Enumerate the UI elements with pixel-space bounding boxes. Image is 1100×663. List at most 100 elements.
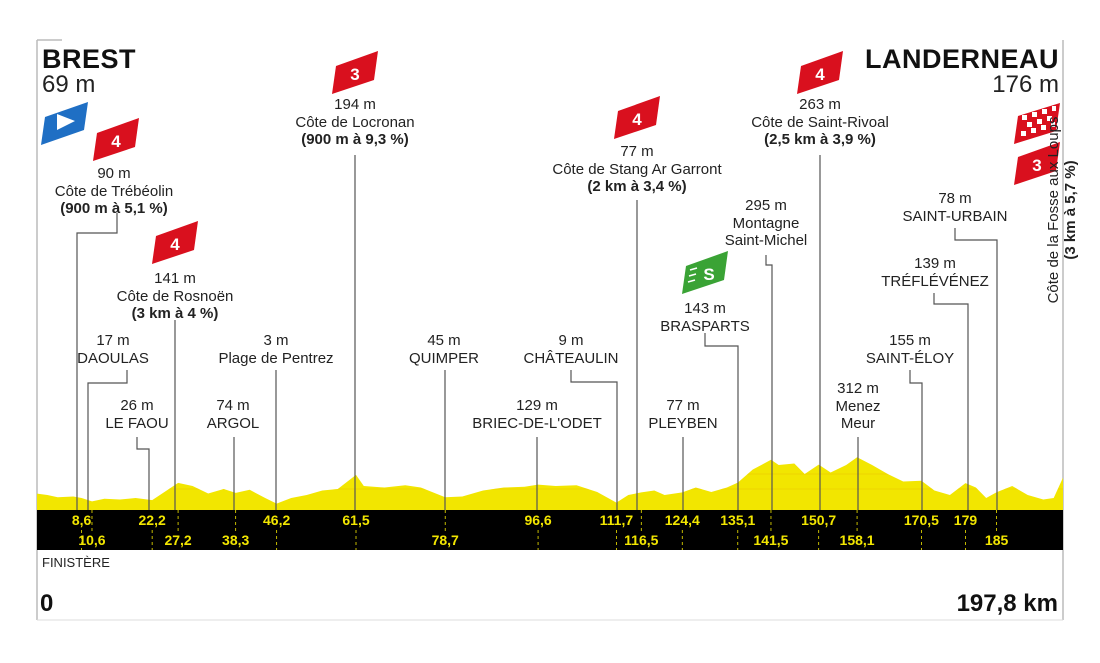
- km-mark-label: 8,6: [71, 512, 92, 528]
- poi-rosnoen: 141 m Côte de Rosnoën (3 km à 4 %): [117, 270, 234, 323]
- start-city: BREST: [42, 44, 137, 74]
- km-mark-label: 116,5: [624, 532, 659, 548]
- poi-name: Côte de Rosnoën: [116, 287, 234, 305]
- climb-detail: (900 m à 5,1 %): [60, 200, 168, 217]
- km-mark-label: 135,1: [720, 512, 756, 528]
- poi-name: Côte de Locronan: [295, 113, 415, 131]
- poi-name: BRASPARTS: [660, 317, 750, 335]
- department-label: FINISTÈRE: [42, 555, 110, 570]
- climb-category-flag-icon: 3: [332, 51, 378, 94]
- climb-category-flag-icon: 4: [93, 118, 139, 161]
- start-altitude: 69 m: [42, 71, 96, 98]
- poi-name: Meur: [840, 415, 876, 432]
- climb-detail: (900 m à 9,3 %): [301, 131, 409, 148]
- poi-name: Menez: [835, 397, 881, 415]
- poi-chateaulin: 9 m CHÂTEAULIN: [523, 332, 618, 367]
- sprint-flag-label: S: [703, 265, 714, 284]
- poi-name: SAINT-ÉLOY: [865, 349, 955, 367]
- poi-elevation: 139 m: [914, 255, 956, 272]
- poi-elevation: 312 m: [837, 380, 879, 397]
- poi-elevation: 263 m: [799, 96, 841, 113]
- km-mark-label: 185: [984, 532, 1009, 548]
- km-mark-label: 78,7: [431, 532, 459, 548]
- poi-elevation: 155 m: [889, 332, 931, 349]
- km-mark-label: 141,5: [753, 532, 789, 548]
- poi-locronan: 194 m Côte de Locronan (900 m à 9,3 %): [295, 96, 414, 149]
- climb-detail: (3 km à 5,7 %): [1062, 160, 1079, 260]
- poi-trebeolin: 90 m Côte de Trébéolin (900 m à 5,1 %): [55, 165, 173, 218]
- poi-name: CHÂTEAULIN: [523, 349, 619, 367]
- leader-treflevenez: [933, 293, 969, 510]
- climb-category-flag-icon: 4: [797, 51, 843, 94]
- poi-treflevenez: 139 m TRÉFLÉVÉNEZ: [881, 255, 989, 290]
- poi-name: Plage de Pentrez: [218, 349, 334, 367]
- distance-total: 197,8 km: [956, 590, 1058, 617]
- climb-category-flag-icon: 4: [152, 221, 198, 264]
- finish-city: LANDERNEAU: [865, 44, 1059, 74]
- poi-daoulas: 17 m DAOULAS: [77, 332, 149, 367]
- poi-briec: 129 m BRIEC-DE-L'ODET: [472, 397, 602, 432]
- km-mark-label: 38,3: [222, 532, 250, 548]
- poi-menez-meur: 312 m Menez Meur: [835, 380, 880, 433]
- poi-elevation: 295 m: [745, 197, 787, 214]
- km-mark-label: 179: [953, 512, 978, 528]
- flag-category-stang: 4: [632, 110, 642, 129]
- km-mark-label: 150,7: [801, 512, 837, 528]
- poi-argol: 74 m ARGOL: [207, 397, 260, 432]
- poi-name: TRÉFLÉVÉNEZ: [881, 272, 989, 290]
- poi-name: ARGOL: [206, 414, 260, 432]
- poi-elevation: 129 m: [516, 397, 558, 414]
- flag-category-locronan: 3: [350, 65, 359, 84]
- poi-montagne-saint-michel: 295 m Montagne Saint-Michel: [725, 197, 808, 250]
- poi-elevation: 77 m: [666, 397, 700, 414]
- poi-elevation: 90 m: [97, 165, 131, 182]
- poi-name: PLEYBEN: [648, 414, 718, 432]
- poi-name: DAOULAS: [77, 349, 149, 367]
- leader-trebeolin: [76, 213, 118, 510]
- poi-name: BRIEC-DE-L'ODET: [472, 414, 602, 432]
- poi-name: LE FAOU: [105, 414, 169, 432]
- poi-elevation: 9 m: [558, 332, 584, 349]
- climb-detail: (2,5 km à 3,9 %): [764, 131, 876, 148]
- poi-name: Côte de Trébéolin: [54, 182, 174, 200]
- leader-eloy: [909, 370, 923, 510]
- poi-name: Saint-Michel: [724, 232, 808, 249]
- poi-elevation: 17 m: [96, 332, 130, 349]
- km-mark-label: 96,6: [524, 512, 552, 528]
- finish-checkered-flag-icon: [1014, 103, 1060, 144]
- km-mark-label: 124,4: [664, 512, 700, 528]
- poi-name: Côte de la Fosse aux Loups: [1045, 116, 1062, 304]
- poi-pentrez: 3 m Plage de Pentrez: [218, 332, 333, 367]
- climb-detail: (2 km à 3,4 %): [587, 178, 687, 195]
- poi-name: Côte de Stang Ar Garront: [552, 160, 722, 178]
- km-mark-label: 170,5: [903, 512, 939, 528]
- km-band-ticks: [81, 510, 998, 550]
- climb-detail: (3 km à 4 %): [131, 305, 219, 322]
- poi-elevation: 143 m: [684, 300, 726, 317]
- poi-elevation: 3 m: [263, 332, 289, 349]
- leader-lefaou: [136, 437, 150, 510]
- leader-urbain: [954, 228, 998, 510]
- leader-brasparts: [704, 333, 739, 510]
- poi-brasparts: 143 m BRASPARTS: [660, 300, 749, 335]
- poi-elevation: 141 m: [154, 270, 196, 287]
- poi-stang: 77 m Côte de Stang Ar Garront (2 km à 3,…: [552, 143, 721, 196]
- km-mark-label: 10,6: [78, 532, 106, 548]
- poi-elevation: 45 m: [427, 332, 461, 349]
- km-mark-label: 46,2: [263, 512, 291, 528]
- poi-lefaou: 26 m LE FAOU: [105, 397, 168, 432]
- poi-saint-eloy: 155 m SAINT-ÉLOY: [866, 332, 954, 367]
- poi-elevation: 74 m: [216, 397, 250, 414]
- leader-lines: [76, 155, 998, 510]
- poi-elevation: 194 m: [334, 96, 376, 113]
- flag-category-rosnoen: 4: [170, 235, 180, 254]
- km-mark-label: 27,2: [164, 532, 192, 548]
- km-mark-label: 22,2: [138, 512, 166, 528]
- flag-category-fosse: 3: [1032, 156, 1041, 175]
- elevation-profile-area: [37, 457, 1063, 510]
- poi-name: SAINT-URBAIN: [902, 207, 1008, 225]
- finish-altitude: 176 m: [992, 71, 1059, 98]
- leader-michel: [765, 255, 773, 510]
- km-mark-label: 61,5: [342, 512, 370, 528]
